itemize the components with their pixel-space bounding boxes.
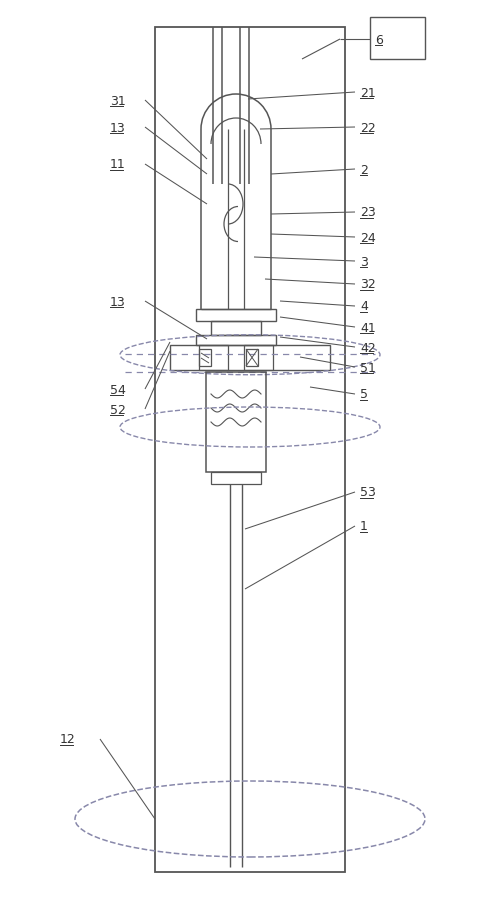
Text: 3: 3 [360,255,368,268]
Text: 21: 21 [360,87,376,99]
Text: 1: 1 [360,520,368,533]
Bar [211,473,261,484]
Text: 4: 4 [360,300,368,313]
Text: 13: 13 [110,295,126,308]
Bar [170,345,330,371]
Bar [199,345,228,371]
Text: 42: 42 [360,341,376,354]
Text: 23: 23 [360,207,376,219]
Bar [196,309,276,322]
Bar [206,373,266,473]
Bar [211,322,261,336]
Text: 24: 24 [360,231,376,244]
Text: 51: 51 [360,361,376,374]
Bar [246,350,258,366]
Bar [370,18,425,60]
Text: 53: 53 [360,486,376,499]
Text: 12: 12 [60,732,76,746]
Text: 32: 32 [360,278,376,291]
Text: 13: 13 [110,122,126,134]
Bar [196,336,276,345]
Text: 41: 41 [360,321,376,334]
Bar [199,350,211,366]
Text: 2: 2 [360,163,368,176]
Text: 31: 31 [110,95,126,107]
Text: 5: 5 [360,388,368,401]
Text: 6: 6 [375,33,383,46]
Text: 11: 11 [110,159,126,171]
Text: 22: 22 [360,122,376,134]
Text: 54: 54 [110,383,126,396]
Bar [244,345,273,371]
Bar [155,28,345,872]
Text: 52: 52 [110,403,126,416]
